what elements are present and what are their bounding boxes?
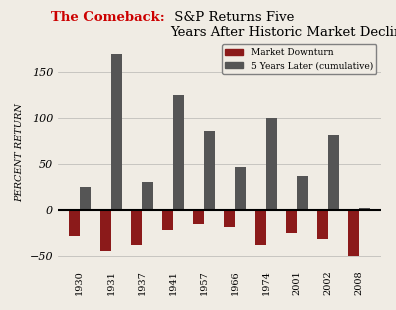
Bar (162, 210, 173, 230)
Bar (266, 118, 277, 210)
Bar (235, 167, 246, 210)
Bar (359, 208, 370, 210)
Bar (348, 210, 359, 256)
Bar (80, 187, 91, 210)
Bar (69, 210, 80, 236)
Bar (317, 210, 328, 240)
Bar (111, 54, 122, 210)
Legend: Market Downturn, 5 Years Later (cumulative): Market Downturn, 5 Years Later (cumulati… (222, 44, 377, 74)
Y-axis label: PERCENT RETURN: PERCENT RETURN (15, 103, 24, 202)
Bar (142, 183, 153, 210)
Bar (286, 210, 297, 233)
Bar (224, 210, 235, 227)
Bar (100, 210, 111, 251)
Bar (328, 135, 339, 210)
Bar (255, 210, 266, 245)
Text: S&P Returns Five
Years After Historic Market Declines: S&P Returns Five Years After Historic Ma… (170, 11, 396, 39)
Text: The Comeback:: The Comeback: (51, 11, 165, 24)
Bar (173, 95, 184, 210)
Bar (204, 131, 215, 210)
Bar (297, 176, 308, 210)
Bar (131, 210, 142, 245)
Bar (193, 210, 204, 224)
